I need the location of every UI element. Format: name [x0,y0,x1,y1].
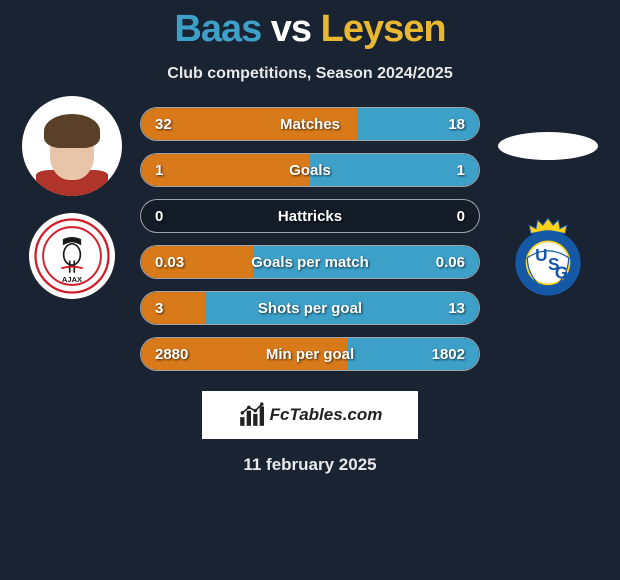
stat-label: Goals [289,162,331,179]
stat-right-value: 1802 [432,346,465,363]
stat-text: 3 Shots per goal 13 [141,292,479,324]
stat-right-value: 1 [457,162,465,179]
svg-text:G: G [555,262,568,282]
stat-text: 32 Matches 18 [141,108,479,140]
stat-row: 3 Shots per goal 13 [140,291,480,325]
team2-badge: U S G [505,213,591,299]
stat-left-value: 3 [155,300,163,317]
subtitle: Club competitions, Season 2024/2025 [0,65,620,83]
main-content: AJAX 32 Matches 18 1 Goals 1 0 Hattricks 0 0.03 Go… [0,107,620,371]
date-text: 11 february 2025 [0,455,620,475]
footer-logo[interactable]: FcTables.com [202,391,418,439]
stat-text: 2880 Min per goal 1802 [141,338,479,370]
player2-avatar [498,107,598,185]
stat-right-value: 0 [457,208,465,225]
avatar-circle [22,96,122,196]
title: Baas vs Leysen [0,8,620,51]
stat-row: 0.03 Goals per match 0.06 [140,245,480,279]
stat-left-value: 32 [155,116,172,133]
player1-avatar [22,107,122,185]
stat-row: 0 Hattricks 0 [140,199,480,233]
stat-text: 1 Goals 1 [141,154,479,186]
stat-label: Min per goal [266,346,354,363]
stat-label: Goals per match [251,254,369,271]
stat-label: Shots per goal [258,300,362,317]
ajax-logo-icon: AJAX [34,218,110,294]
face-icon [22,96,122,196]
stat-row: 1 Goals 1 [140,153,480,187]
vs-text: vs [271,8,311,50]
team1-badge: AJAX [29,213,115,299]
stat-row: 32 Matches 18 [140,107,480,141]
stat-label: Matches [280,116,340,133]
stat-right-value: 0.06 [436,254,465,271]
player1-name: Baas [174,8,261,50]
svg-text:U: U [535,245,547,265]
stats-column: 32 Matches 18 1 Goals 1 0 Hattricks 0 0.03 Goals p… [140,107,480,371]
stat-text: 0 Hattricks 0 [141,200,479,232]
stat-left-value: 1 [155,162,163,179]
usg-logo-icon: U S G [505,213,591,299]
chart-icon [238,402,264,428]
stat-left-value: 0.03 [155,254,184,271]
stat-right-value: 13 [448,300,465,317]
comparison-card: Baas vs Leysen Club competitions, Season… [0,0,620,475]
svg-text:AJAX: AJAX [62,275,82,284]
right-column: U S G [498,107,598,299]
stat-row: 2880 Min per goal 1802 [140,337,480,371]
stat-text: 0.03 Goals per match 0.06 [141,246,479,278]
player2-name: Leysen [321,8,446,50]
stat-right-value: 18 [448,116,465,133]
footer-text: FcTables.com [270,405,383,425]
stat-left-value: 0 [155,208,163,225]
avatar-ellipse [498,132,598,160]
stat-label: Hattricks [278,208,342,225]
left-column: AJAX [22,107,122,299]
stat-left-value: 2880 [155,346,188,363]
